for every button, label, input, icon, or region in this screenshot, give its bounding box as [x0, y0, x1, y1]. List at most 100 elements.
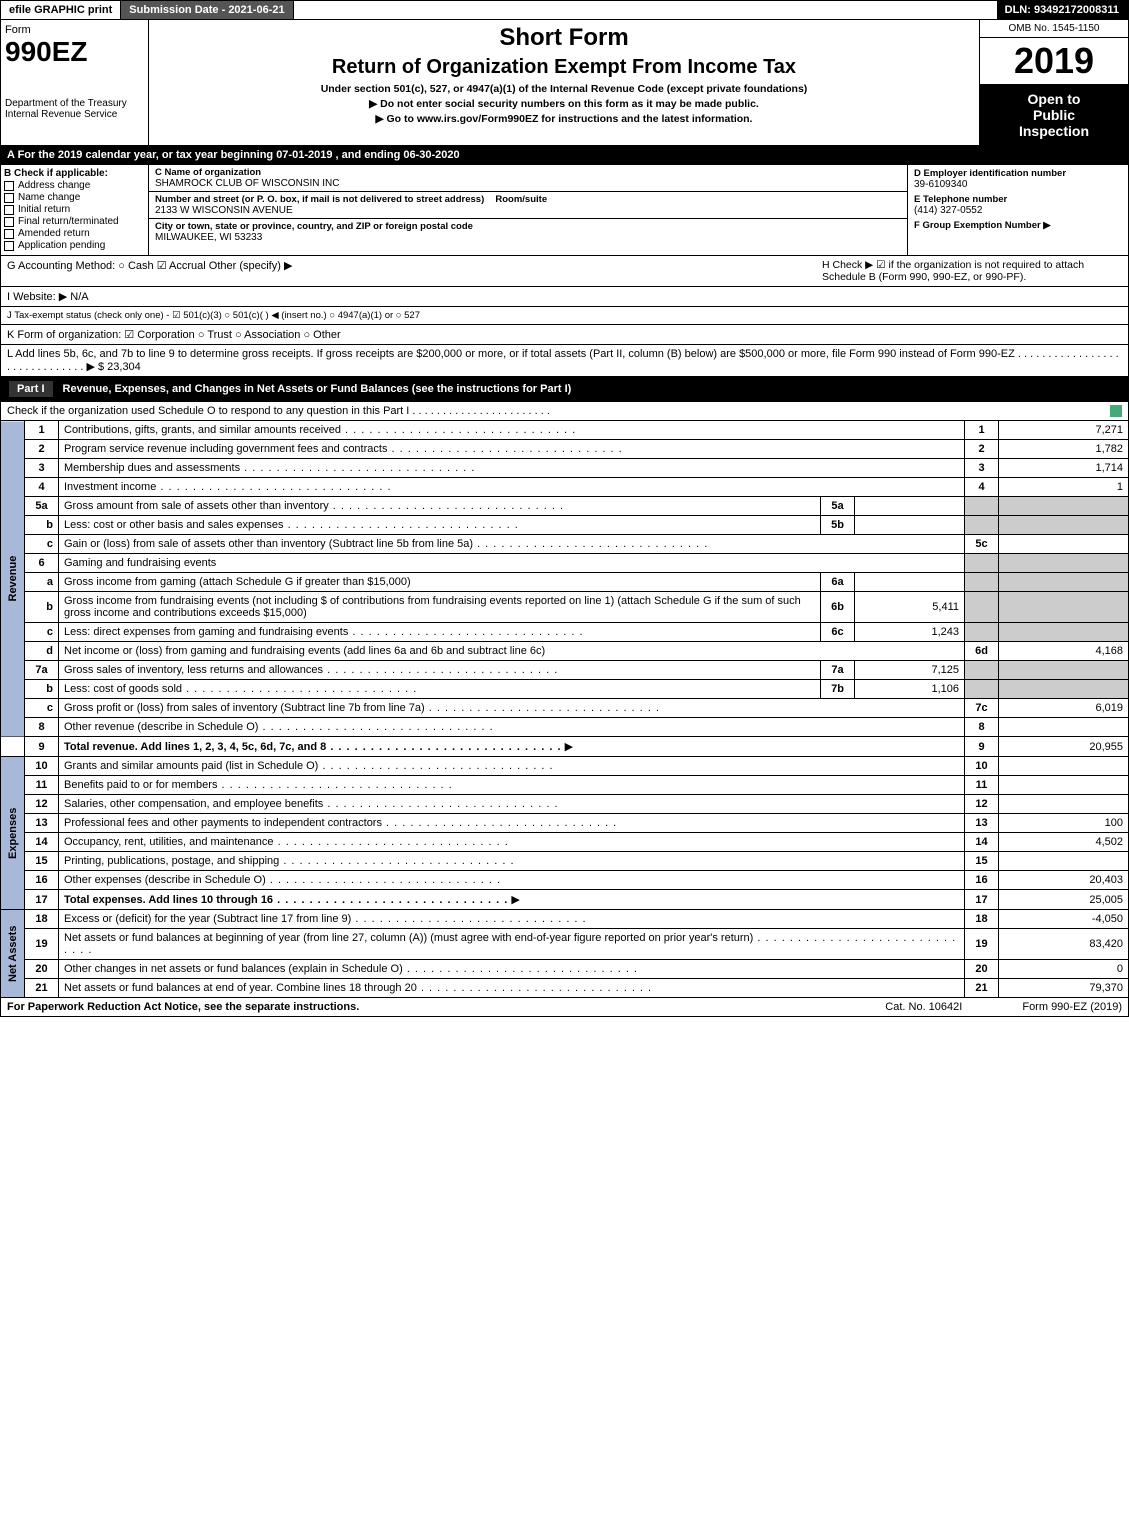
open-public-inspection: Open to Public Inspection [980, 85, 1128, 145]
line-7b-val: 1,106 [855, 680, 965, 699]
line-5b-val [855, 516, 965, 535]
line-9-desc: Total revenue. Add lines 1, 2, 3, 4, 5c,… [59, 737, 965, 757]
line-17-num: 17 [25, 890, 59, 910]
line-16-num: 16 [25, 871, 59, 890]
form-footer: Form 990-EZ (2019) [1022, 1001, 1122, 1013]
check-name-change[interactable]: Name change [4, 192, 145, 203]
line-3-num: 3 [25, 459, 59, 478]
header-left: Form 990EZ Department of the Treasury In… [1, 20, 149, 145]
line-14-num: 14 [25, 833, 59, 852]
line-17-desc: Total expenses. Add lines 10 through 16 … [59, 890, 965, 910]
schedule-o-checkbox[interactable] [1110, 405, 1122, 417]
l-gross-receipts: L Add lines 5b, 6c, and 7b to line 9 to … [0, 345, 1129, 377]
line-1-desc: Contributions, gifts, grants, and simila… [59, 421, 965, 440]
line-11-desc: Benefits paid to or for members [59, 776, 965, 795]
line-1-rnum: 1 [965, 421, 999, 440]
line-13-desc: Professional fees and other payments to … [59, 814, 965, 833]
line-6c-val: 1,243 [855, 623, 965, 642]
revenue-side-label: Revenue [1, 421, 25, 737]
line-21-num: 21 [25, 979, 59, 998]
part-1-sub: Check if the organization used Schedule … [0, 402, 1129, 421]
paperwork-notice: For Paperwork Reduction Act Notice, see … [7, 1001, 359, 1013]
line-6a-num: a [25, 573, 59, 592]
line-2-num: 2 [25, 440, 59, 459]
check-final-return[interactable]: Final return/terminated [4, 216, 145, 227]
under-section: Under section 501(c), 527, or 4947(a)(1)… [157, 83, 971, 95]
line-5b-desc: Less: cost or other basis and sales expe… [59, 516, 821, 535]
line-8-val [999, 718, 1129, 737]
line-4-desc: Investment income [59, 478, 965, 497]
city-cell: City or town, state or province, country… [149, 219, 907, 245]
expenses-side-label: Expenses [1, 757, 25, 910]
col-c-org: C Name of organization SHAMROCK CLUB OF … [149, 165, 908, 255]
line-20-val: 0 [999, 960, 1129, 979]
line-5c-desc: Gain or (loss) from sale of assets other… [59, 535, 965, 554]
check-amended-return[interactable]: Amended return [4, 228, 145, 239]
line-13-num: 13 [25, 814, 59, 833]
line-6a-desc: Gross income from gaming (attach Schedul… [59, 573, 821, 592]
goto-link[interactable]: ▶ Go to www.irs.gov/Form990EZ for instru… [157, 113, 971, 125]
line-15-desc: Printing, publications, postage, and shi… [59, 852, 965, 871]
i-website: I Website: ▶ N/A [0, 287, 1129, 307]
line-20-num: 20 [25, 960, 59, 979]
col-b-checks: B Check if applicable: Address change Na… [1, 165, 149, 255]
line-2-val: 1,782 [999, 440, 1129, 459]
line-17-val: 25,005 [999, 890, 1129, 910]
line-10-num: 10 [25, 757, 59, 776]
line-a-tax-year: A For the 2019 calendar year, or tax yea… [0, 146, 1129, 165]
line-20-desc: Other changes in net assets or fund bala… [59, 960, 965, 979]
line-14-val: 4,502 [999, 833, 1129, 852]
line-5a-desc: Gross amount from sale of assets other t… [59, 497, 821, 516]
line-2-desc: Program service revenue including govern… [59, 440, 965, 459]
h-schedule-b-check: H Check ▶ ☑ if the organization is not r… [822, 259, 1122, 283]
line-5b-num: b [25, 516, 59, 535]
section-b-f: B Check if applicable: Address change Na… [0, 165, 1129, 256]
c-name-cell: C Name of organization SHAMROCK CLUB OF … [149, 165, 907, 192]
line-12-num: 12 [25, 795, 59, 814]
submission-date: Submission Date - 2021-06-21 [121, 1, 293, 19]
line-3-desc: Membership dues and assessments [59, 459, 965, 478]
part-1-header: Part I Revenue, Expenses, and Changes in… [0, 377, 1129, 402]
line-6b-val: 5,411 [855, 592, 965, 623]
efile-print-label[interactable]: efile GRAPHIC print [1, 1, 121, 19]
line-7b-desc: Less: cost of goods sold [59, 680, 821, 699]
line-1-val: 7,271 [999, 421, 1129, 440]
check-initial-return[interactable]: Initial return [4, 204, 145, 215]
line-10-val [999, 757, 1129, 776]
line-7c-num: c [25, 699, 59, 718]
line-5a-num: 5a [25, 497, 59, 516]
row-g-h: G Accounting Method: ○ Cash ☑ Accrual Ot… [0, 256, 1129, 287]
line-7c-desc: Gross profit or (loss) from sales of inv… [59, 699, 965, 718]
line-10-desc: Grants and similar amounts paid (list in… [59, 757, 965, 776]
line-6c-num: c [25, 623, 59, 642]
line-18-desc: Excess or (deficit) for the year (Subtra… [59, 910, 965, 929]
line-21-desc: Net assets or fund balances at end of ye… [59, 979, 965, 998]
omb-number: OMB No. 1545-1150 [980, 20, 1128, 38]
tax-year: 2019 [980, 38, 1128, 85]
k-form-of-org: K Form of organization: ☑ Corporation ○ … [0, 325, 1129, 345]
line-6d-desc: Net income or (loss) from gaming and fun… [59, 642, 965, 661]
line-6a-val [855, 573, 965, 592]
part-1-title: Revenue, Expenses, and Changes in Net As… [63, 383, 572, 395]
part-1-table: Revenue 1 Contributions, gifts, grants, … [0, 421, 1129, 998]
line-7a-desc: Gross sales of inventory, less returns a… [59, 661, 821, 680]
dept-treasury: Department of the Treasury Internal Reve… [5, 98, 144, 120]
short-form-title: Short Form [157, 24, 971, 52]
check-application-pending[interactable]: Application pending [4, 240, 145, 251]
line-8-num: 8 [25, 718, 59, 737]
return-title: Return of Organization Exempt From Incom… [157, 56, 971, 79]
netassets-side-label: Net Assets [1, 910, 25, 998]
line-9-num: 9 [25, 737, 59, 757]
check-address-change[interactable]: Address change [4, 180, 145, 191]
line-3-val: 1,714 [999, 459, 1129, 478]
line-11-num: 11 [25, 776, 59, 795]
line-1-num: 1 [25, 421, 59, 440]
line-6c-desc: Less: direct expenses from gaming and fu… [59, 623, 821, 642]
form-header: Form 990EZ Department of the Treasury In… [0, 20, 1129, 146]
b-label: B Check if applicable: [4, 168, 145, 179]
line-6d-num: d [25, 642, 59, 661]
line-7a-val: 7,125 [855, 661, 965, 680]
line-9-val: 20,955 [999, 737, 1129, 757]
top-bar: efile GRAPHIC print Submission Date - 20… [0, 0, 1129, 20]
line-4-val: 1 [999, 478, 1129, 497]
